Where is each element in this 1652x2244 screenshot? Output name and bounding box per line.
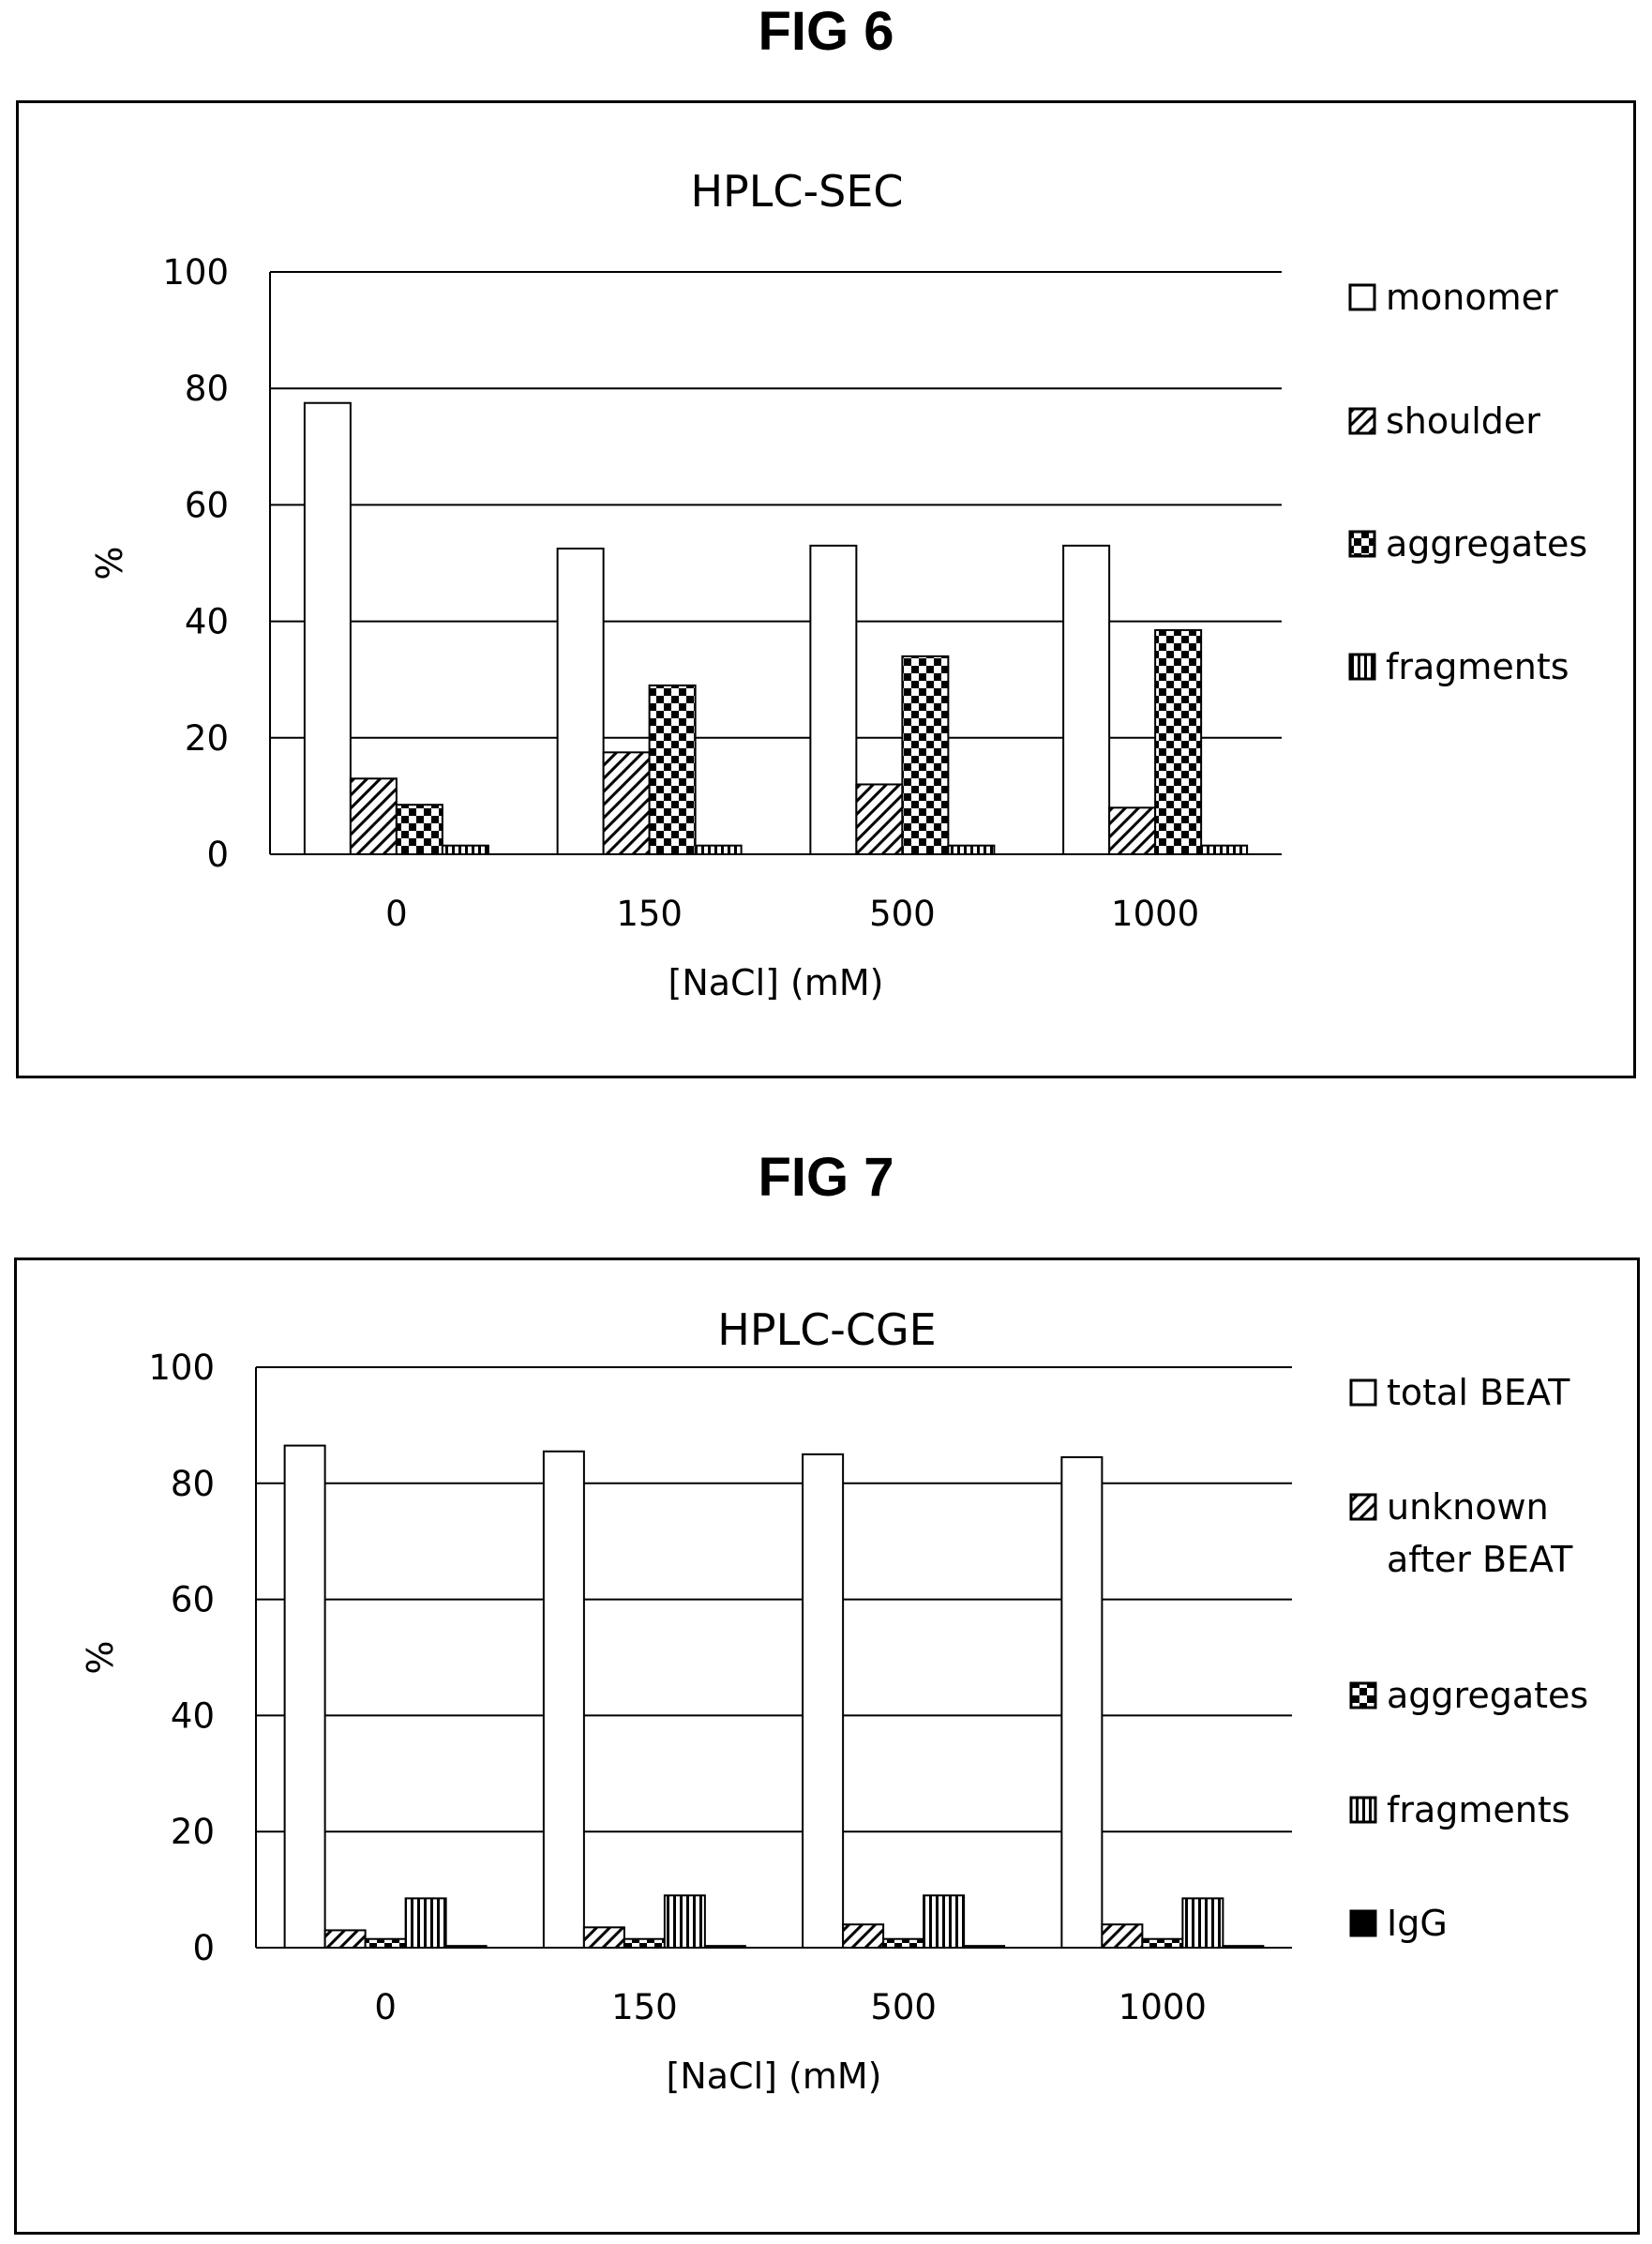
bar-igg-500 — [963, 1945, 1006, 1950]
legend-swatch-shoulder — [1348, 407, 1376, 435]
bar-shoulder-150 — [602, 751, 651, 856]
bar-fragments-1000 — [1181, 1897, 1224, 1950]
y-tick-label: 60 — [185, 485, 229, 525]
y-tick-label: 100 — [148, 1348, 215, 1388]
legend-swatch-aggregates — [1348, 530, 1376, 558]
y-tick-label: 0 — [206, 835, 229, 875]
legend-label-unknown-after-beat: unknown — [1387, 1486, 1549, 1528]
bar-total-beat-500 — [802, 1453, 845, 1950]
legend-label-igg: IgG — [1387, 1903, 1448, 1944]
bar-monomer-150 — [556, 547, 605, 855]
y-tick-label: 80 — [171, 1464, 215, 1504]
bar-aggregates-500 — [882, 1937, 925, 1950]
bar-fragments-150 — [694, 844, 743, 855]
bar-monomer-1000 — [1062, 544, 1111, 855]
bar-fragments-500 — [947, 844, 996, 855]
legend-label-aggregates: aggregates — [1387, 1675, 1588, 1716]
legend-label-unknown-after-beat: after BEAT — [1387, 1539, 1573, 1580]
y-axis-label: % — [89, 546, 130, 580]
x-tick-label: 150 — [611, 1987, 678, 2027]
x-tick-label: 500 — [870, 1987, 937, 2027]
bar-unknown-after-beat-1000 — [1101, 1923, 1144, 1949]
bar-igg-1000 — [1222, 1945, 1265, 1950]
legend-label-monomer: monomer — [1386, 277, 1558, 318]
legend-label-shoulder: shoulder — [1386, 400, 1540, 442]
bar-aggregates-1000 — [1154, 628, 1203, 855]
legend-swatch-fragments — [1348, 653, 1376, 681]
bar-unknown-after-beat-150 — [582, 1926, 625, 1950]
bar-aggregates-1000 — [1141, 1937, 1184, 1950]
y-tick-label: 40 — [171, 1695, 215, 1736]
x-tick-label: 0 — [374, 1987, 397, 2027]
legend-label-total-beat: total BEAT — [1387, 1372, 1570, 1413]
bar-fragments-1000 — [1200, 844, 1249, 855]
chart-hplc-cge: HPLC-CGE 0 20 40 60 80 100 0 150 500 1000 [NaCl] (m… — [14, 1258, 1640, 2235]
bar-fragments-0 — [441, 844, 489, 855]
bar-aggregates-0 — [364, 1937, 407, 1950]
bar-unknown-after-beat-0 — [323, 1929, 367, 1949]
chart-hplc-sec: HPLC-SEC 0 20 40 60 80 100 0 150 500 1000 [NaCl] (m… — [16, 100, 1636, 1078]
bar-aggregates-0 — [395, 804, 443, 856]
bar-aggregates-150 — [648, 684, 697, 855]
x-tick-label: 0 — [385, 894, 408, 934]
bar-total-beat-0 — [283, 1444, 326, 1949]
bar-total-beat-150 — [542, 1450, 585, 1949]
y-tick-label: 40 — [185, 602, 229, 642]
bar-shoulder-0 — [349, 777, 398, 856]
x-tick-label: 500 — [869, 894, 936, 934]
figure-label-6: FIG 6 — [758, 1, 894, 62]
legend-swatch-unknown-after-beat — [1349, 1493, 1377, 1521]
bar-aggregates-500 — [901, 655, 950, 855]
x-tick-label: 1000 — [1111, 894, 1199, 934]
bar-igg-150 — [703, 1945, 746, 1950]
y-tick-label: 80 — [185, 369, 229, 409]
x-axis-label: [NaCl] (mM) — [668, 962, 884, 1003]
x-tick-label: 150 — [616, 894, 683, 934]
legend-swatch-aggregates — [1349, 1681, 1377, 1709]
bar-fragments-500 — [923, 1894, 966, 1949]
x-axis-label: [NaCl] (mM) — [667, 2056, 882, 2097]
bar-unknown-after-beat-500 — [842, 1923, 885, 1949]
legend-swatch-fragments — [1349, 1796, 1377, 1824]
bar-monomer-500 — [809, 544, 858, 855]
y-axis-label: % — [80, 1640, 121, 1674]
bar-shoulder-500 — [855, 783, 904, 855]
bar-monomer-0 — [303, 401, 352, 855]
y-tick-label: 0 — [192, 1928, 215, 1968]
legend-swatch-total-beat — [1349, 1378, 1377, 1407]
bar-total-beat-1000 — [1060, 1455, 1104, 1949]
legend-swatch-monomer — [1348, 283, 1376, 311]
bar-igg-0 — [444, 1945, 488, 1950]
y-tick-label: 20 — [185, 718, 229, 759]
chart-title: HPLC-CGE — [717, 1304, 937, 1355]
legend-label-fragments: fragments — [1387, 1789, 1570, 1830]
y-tick-label: 20 — [171, 1812, 215, 1852]
legend-label-aggregates: aggregates — [1386, 523, 1587, 565]
y-tick-label: 100 — [162, 252, 229, 293]
y-tick-label: 60 — [171, 1580, 215, 1620]
bar-shoulder-1000 — [1108, 806, 1157, 856]
legend-swatch-igg — [1349, 1909, 1377, 1937]
bar-fragments-0 — [404, 1897, 447, 1950]
x-tick-label: 1000 — [1119, 1987, 1207, 2027]
chart-title: HPLC-SEC — [690, 166, 903, 217]
figure-label-7: FIG 7 — [758, 1147, 894, 1208]
bar-fragments-150 — [663, 1894, 706, 1949]
bar-aggregates-150 — [623, 1937, 666, 1950]
legend-label-fragments: fragments — [1386, 646, 1569, 687]
